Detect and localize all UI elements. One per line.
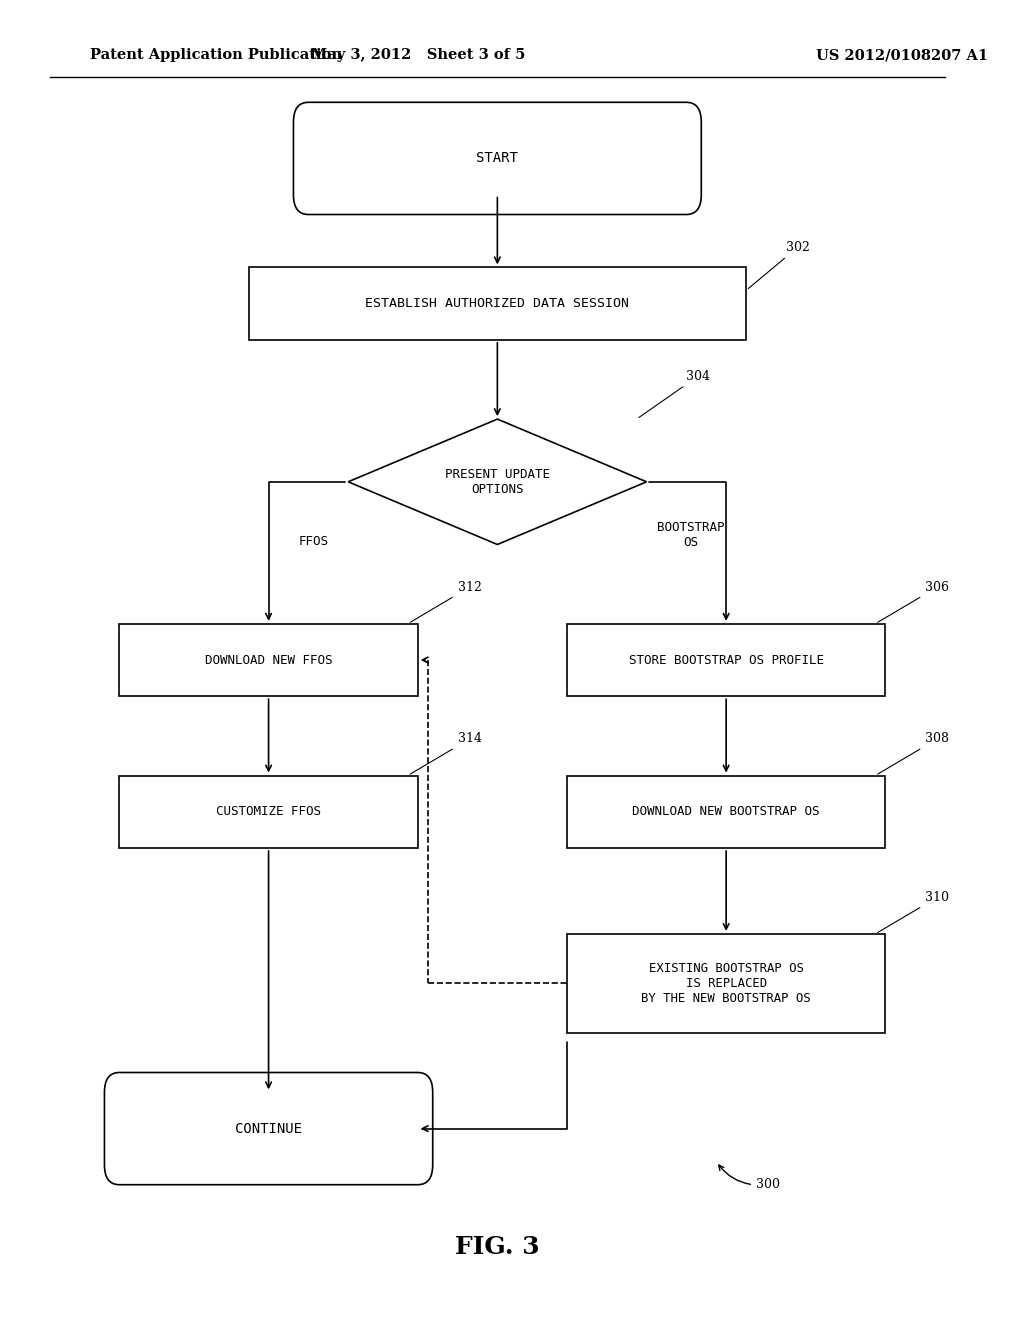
Text: US 2012/0108207 A1: US 2012/0108207 A1	[816, 49, 988, 62]
Text: 312: 312	[411, 581, 481, 622]
Text: 314: 314	[411, 733, 481, 774]
Text: 308: 308	[878, 733, 949, 774]
Text: CONTINUE: CONTINUE	[236, 1122, 302, 1135]
FancyBboxPatch shape	[294, 103, 701, 214]
Text: 300: 300	[719, 1166, 780, 1191]
Text: 302: 302	[749, 240, 810, 289]
FancyBboxPatch shape	[104, 1072, 433, 1185]
Polygon shape	[348, 420, 646, 544]
Text: EXISTING BOOTSTRAP OS
IS REPLACED
BY THE NEW BOOTSTRAP OS: EXISTING BOOTSTRAP OS IS REPLACED BY THE…	[641, 962, 811, 1005]
Bar	[567, 624, 886, 697]
Bar	[567, 776, 886, 849]
Text: 304: 304	[639, 370, 711, 417]
Bar	[567, 935, 886, 1032]
Bar	[120, 776, 418, 849]
Text: DOWNLOAD NEW BOOTSTRAP OS: DOWNLOAD NEW BOOTSTRAP OS	[633, 805, 820, 818]
Text: STORE BOOTSTRAP OS PROFILE: STORE BOOTSTRAP OS PROFILE	[629, 653, 823, 667]
Text: 310: 310	[878, 891, 949, 932]
Text: Patent Application Publication: Patent Application Publication	[89, 49, 342, 62]
Text: DOWNLOAD NEW FFOS: DOWNLOAD NEW FFOS	[205, 653, 333, 667]
Text: BOOTSTRAP
OS: BOOTSTRAP OS	[656, 521, 724, 549]
Text: CUSTOMIZE FFOS: CUSTOMIZE FFOS	[216, 805, 322, 818]
Bar	[120, 624, 418, 697]
Text: PRESENT UPDATE
OPTIONS: PRESENT UPDATE OPTIONS	[444, 467, 550, 496]
Text: ESTABLISH AUTHORIZED DATA SESSION: ESTABLISH AUTHORIZED DATA SESSION	[366, 297, 630, 310]
Text: START: START	[476, 152, 518, 165]
Text: May 3, 2012   Sheet 3 of 5: May 3, 2012 Sheet 3 of 5	[310, 49, 525, 62]
Text: FIG. 3: FIG. 3	[455, 1236, 540, 1259]
Text: FFOS: FFOS	[298, 535, 329, 548]
Bar	[249, 267, 746, 339]
Text: 306: 306	[878, 581, 949, 622]
